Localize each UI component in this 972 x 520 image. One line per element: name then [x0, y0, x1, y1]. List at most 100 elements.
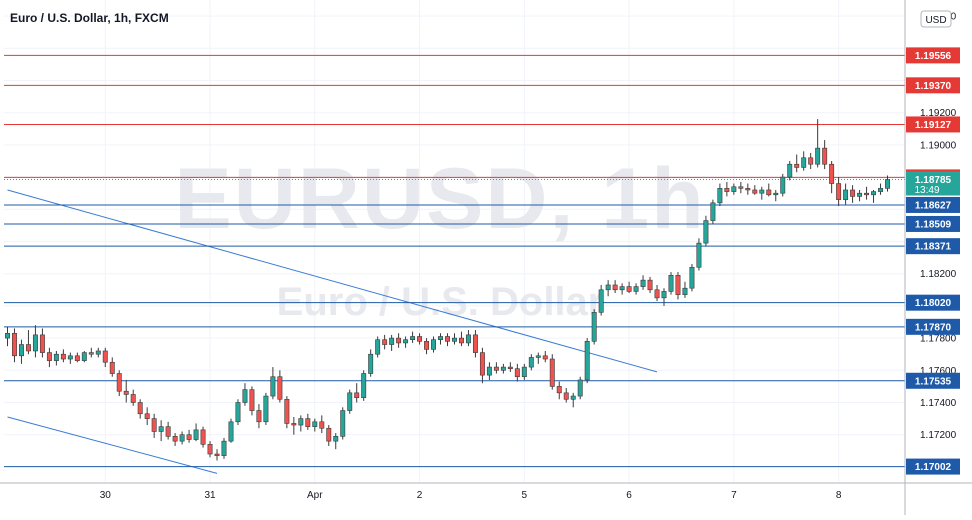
candle: [780, 173, 786, 197]
candle-body: [172, 436, 178, 442]
x-tick-label: 6: [626, 490, 632, 501]
candle-body: [703, 220, 709, 244]
candle: [528, 354, 534, 371]
candle-body: [542, 355, 548, 360]
candle: [549, 354, 555, 390]
candle: [717, 183, 723, 207]
candle: [130, 389, 136, 406]
candle: [577, 376, 583, 400]
candle: [563, 388, 569, 403]
candle: [801, 151, 807, 171]
candle: [591, 309, 597, 345]
candle-body: [612, 284, 618, 291]
candle: [766, 183, 772, 197]
candle-body: [801, 157, 807, 168]
candle: [340, 407, 346, 440]
candle-body: [724, 188, 730, 192]
candle: [452, 333, 457, 345]
candle: [228, 418, 234, 443]
candle: [507, 362, 513, 372]
current-price-label: 1.18785: [915, 175, 952, 186]
candle: [689, 264, 695, 292]
candle-body: [500, 366, 506, 371]
candle: [25, 330, 31, 355]
candle: [88, 347, 94, 358]
candle: [193, 423, 199, 442]
candle: [102, 347, 108, 368]
candle-body: [535, 355, 541, 358]
candle: [74, 352, 80, 363]
candle-body: [570, 395, 576, 400]
candle: [570, 392, 576, 408]
candle-body: [787, 163, 793, 178]
support-level-label-bg: [906, 238, 960, 255]
candle: [144, 407, 150, 426]
candle-body: [214, 453, 220, 456]
candle-body: [591, 312, 597, 342]
candle-body: [626, 286, 632, 292]
candle: [151, 413, 157, 438]
x-tick-label: Apr: [307, 490, 323, 501]
candle: [109, 357, 115, 377]
x-tick-label: 8: [836, 490, 842, 501]
candle: [584, 338, 590, 384]
candle-body: [312, 421, 318, 427]
candle-body: [242, 389, 248, 403]
candle: [12, 328, 17, 363]
candle-body: [850, 189, 856, 197]
resistance-level-label-bg: [906, 47, 960, 64]
candle: [368, 349, 374, 377]
candle-body: [563, 392, 569, 400]
candle-body: [647, 279, 653, 291]
time-axis[interactable]: 30 31 Apr 2 5 6 7 8: [100, 490, 842, 501]
candle: [382, 334, 388, 350]
y-tick-label: 1.19000: [920, 140, 957, 151]
candle: [675, 272, 681, 300]
currency-button[interactable]: USD: [920, 10, 952, 28]
candle-body: [745, 188, 751, 191]
candle: [53, 350, 59, 366]
candle-body: [116, 373, 122, 392]
candle-body: [829, 163, 835, 184]
watermark-name: Euro / U.S. Dollar: [277, 280, 604, 324]
candle-body: [179, 434, 185, 442]
candle: [668, 272, 674, 295]
y-tick-label: 1.19200: [920, 108, 957, 119]
candle: [95, 347, 101, 358]
candle: [312, 418, 318, 432]
candle: [354, 383, 360, 403]
candle: [836, 177, 842, 207]
resistance-level-label-bg: [906, 116, 960, 133]
candle: [375, 336, 381, 358]
candle: [319, 415, 325, 434]
candle: [417, 333, 423, 345]
currency-label[interactable]: USD: [925, 15, 946, 26]
candle: [822, 140, 828, 170]
candle-body: [878, 188, 883, 192]
candle: [137, 399, 143, 419]
candle-body: [361, 373, 367, 398]
candle-body: [472, 334, 478, 353]
candle: [361, 370, 367, 401]
candle: [773, 189, 779, 202]
currency-button-box[interactable]: [920, 10, 952, 28]
candle-body: [326, 427, 332, 442]
y-tick-label: 1.17400: [920, 398, 957, 409]
candle: [396, 333, 402, 348]
candle-body: [144, 413, 150, 419]
support-level-label: 1.17002: [915, 462, 952, 473]
support-level-label-bg: [906, 215, 960, 232]
candle-body: [556, 386, 562, 394]
candle-body: [445, 336, 450, 342]
candle: [158, 420, 164, 442]
candle-body: [766, 189, 772, 196]
candle-body: [158, 426, 164, 432]
candle: [410, 331, 416, 343]
candle-body: [696, 242, 702, 268]
candle: [165, 421, 171, 440]
candle: [731, 183, 737, 195]
candle: [829, 161, 835, 194]
candle-body: [424, 341, 430, 350]
